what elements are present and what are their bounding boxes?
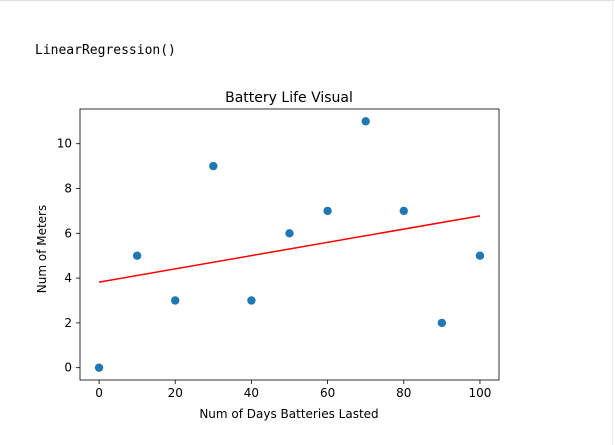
y-axis-label: Num of Meters xyxy=(35,205,49,293)
data-point xyxy=(171,296,180,305)
regression-line xyxy=(98,215,481,283)
data-point xyxy=(247,296,256,305)
plot-area: 0 20 40 60 80 100 0 2 4 6 8 10 xyxy=(57,108,500,400)
chart-title: Battery Life Visual xyxy=(225,90,353,106)
x-tick-label: 100 xyxy=(469,386,492,400)
x-axis-label: Num of Days Batteries Lasted xyxy=(199,407,378,421)
y-tick-label: 6 xyxy=(64,226,72,240)
data-point xyxy=(132,251,142,260)
x-tick-label: 20 xyxy=(168,386,183,400)
data-point xyxy=(285,229,294,238)
data-point xyxy=(94,363,104,372)
y-tick-label: 4 xyxy=(64,271,72,285)
y-tick-label: 0 xyxy=(64,361,72,375)
y-tick-label: 8 xyxy=(64,182,72,196)
data-point xyxy=(399,206,408,216)
plot-frame xyxy=(79,108,500,381)
data-point xyxy=(475,251,485,260)
data-point xyxy=(209,161,218,171)
x-tick-label: 40 xyxy=(244,386,259,400)
x-tick-label: 60 xyxy=(320,386,335,400)
x-tick-label: 0 xyxy=(95,386,103,400)
cell-output-text: LinearRegression() xyxy=(35,43,176,58)
data-point xyxy=(361,117,370,126)
scrollbar-edge xyxy=(612,0,613,445)
x-tick-label: 80 xyxy=(396,386,411,400)
cell-top-border xyxy=(0,0,615,1)
data-point xyxy=(437,318,447,328)
data-point xyxy=(323,206,332,216)
y-tick-label: 2 xyxy=(64,316,72,330)
y-tick-label: 10 xyxy=(57,137,72,151)
